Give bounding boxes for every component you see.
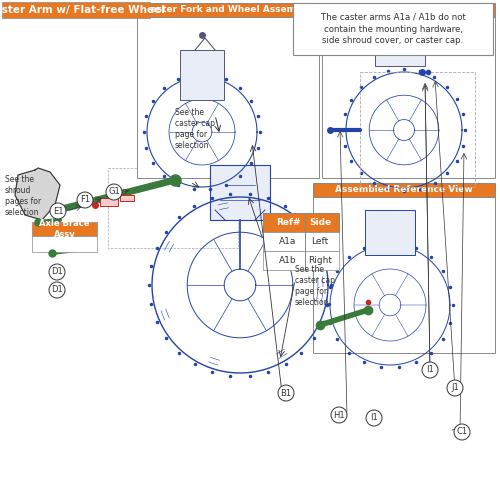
Bar	[180, 50, 224, 100]
Bar	[32, 222, 97, 236]
Bar	[322, 17, 495, 178]
Circle shape	[106, 184, 122, 200]
Text: C1: C1	[456, 427, 468, 436]
Text: See the
caster cap
page for
selection: See the caster cap page for selection	[175, 108, 215, 150]
Bar	[2, 2, 150, 18]
Bar	[293, 3, 493, 55]
Text: Assembled Reference View: Assembled Reference View	[335, 185, 473, 194]
Text: D1: D1	[51, 267, 63, 276]
Circle shape	[331, 407, 347, 423]
Bar	[263, 232, 339, 251]
Text: G1: G1	[108, 187, 120, 196]
Bar	[137, 17, 319, 178]
Text: A1b: A1b	[280, 256, 297, 265]
Text: J1: J1	[451, 384, 459, 393]
Circle shape	[366, 410, 382, 426]
Text: See the
shroud
pages for
selection: See the shroud pages for selection	[5, 175, 41, 217]
Circle shape	[422, 362, 438, 378]
Bar	[100, 198, 118, 206]
Text: A1a: A1a	[280, 237, 297, 246]
Bar	[108, 168, 238, 248]
Circle shape	[49, 282, 65, 298]
Bar	[322, 3, 495, 17]
Text: The caster arms A1a / A1b do not
contain the mounting hardware,
side shroud cove: The caster arms A1a / A1b do not contain…	[320, 13, 466, 45]
Text: Caster Arm w/ Flat-free Wheel: Caster Arm w/ Flat-free Wheel	[0, 5, 165, 15]
Text: F1: F1	[80, 195, 90, 204]
Text: Side: Side	[309, 218, 331, 227]
Text: I1: I1	[370, 414, 378, 422]
Text: See the
caster cap
page for
selection: See the caster cap page for selection	[295, 265, 335, 307]
Text: Left: Left	[312, 237, 328, 246]
Text: E1: E1	[53, 206, 63, 216]
Bar	[263, 213, 339, 232]
Text: Right: Right	[308, 256, 332, 265]
Bar	[375, 18, 425, 66]
Circle shape	[49, 264, 65, 280]
Text: D1: D1	[51, 285, 63, 295]
Circle shape	[447, 380, 463, 396]
Bar	[263, 251, 339, 270]
Text: Ref#: Ref#	[276, 218, 300, 227]
Circle shape	[278, 385, 294, 401]
Text: Caster Fork and Wheel Assembly: Caster Fork and Wheel Assembly	[144, 5, 312, 14]
Bar	[365, 210, 415, 255]
Bar	[210, 165, 270, 220]
Bar	[120, 195, 134, 201]
Bar	[32, 236, 97, 252]
Polygon shape	[15, 168, 60, 220]
Bar	[313, 197, 495, 353]
Text: H1: H1	[333, 411, 345, 419]
Bar	[360, 72, 475, 187]
Text: Axle Brace
Assy: Axle Brace Assy	[39, 219, 90, 239]
Circle shape	[454, 424, 470, 440]
Circle shape	[77, 192, 93, 208]
Bar	[313, 183, 495, 197]
Circle shape	[50, 203, 66, 219]
Text: Caster Wheel and Rim Assembly: Caster Wheel and Rim Assembly	[326, 5, 490, 14]
Text: I1: I1	[426, 365, 434, 375]
Text: B1: B1	[280, 389, 291, 398]
Bar	[137, 3, 319, 17]
